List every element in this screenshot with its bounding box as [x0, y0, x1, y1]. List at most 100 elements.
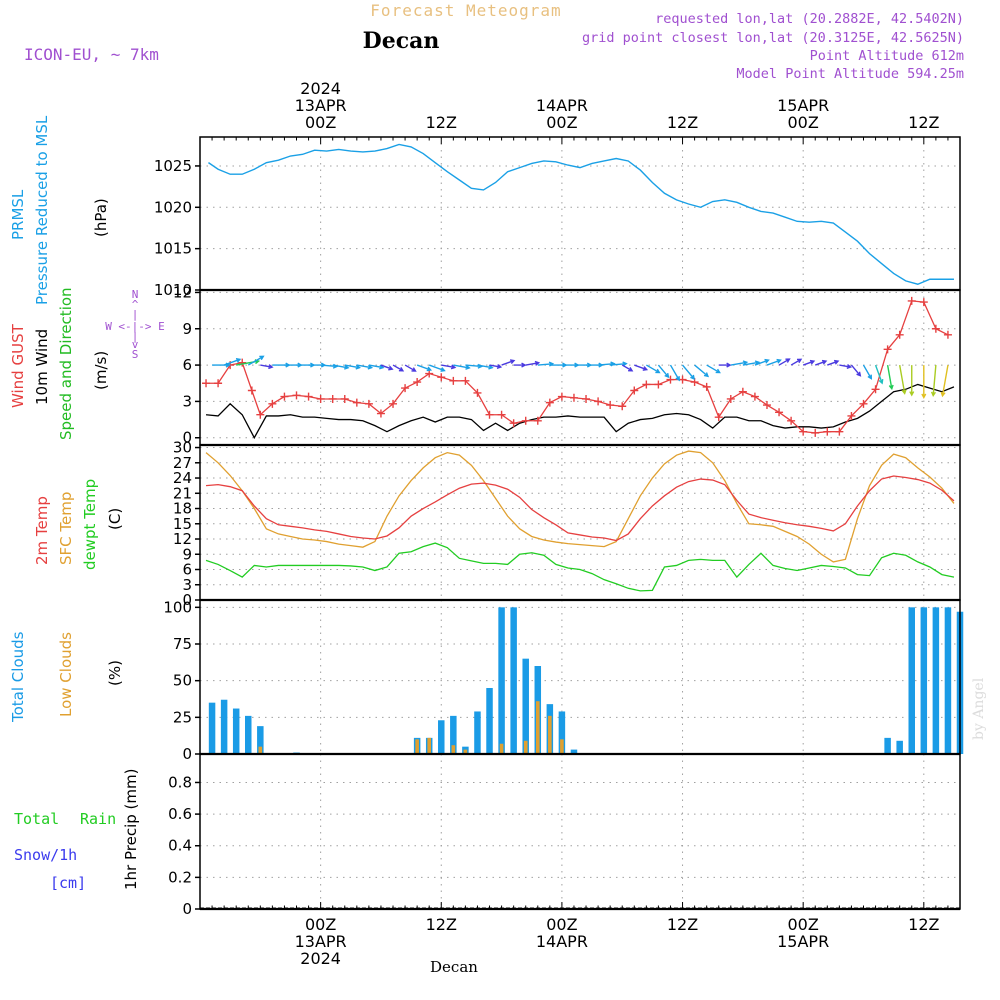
wind-direction-arrow — [392, 364, 405, 372]
low-cloud-bar — [258, 746, 263, 754]
top-time-label: 14APR — [536, 96, 588, 115]
footer-location: Decan — [430, 958, 478, 976]
total-cloud-bar — [558, 711, 566, 754]
total-cloud-bar — [486, 688, 493, 754]
top-time-label: 00Z — [546, 113, 577, 132]
wind-panel: 0 3 6 9 12 — [173, 283, 961, 447]
wind-label-gust: Wind GUST — [9, 323, 27, 408]
compass-up-arrow: ^ — [132, 298, 139, 311]
panel-frame — [199, 136, 961, 291]
y-tick-label: 100 — [163, 598, 192, 616]
wind-direction-arrow — [921, 365, 927, 399]
total-cloud-bar — [510, 607, 517, 754]
precip-panel: 0 0.2 0.4 0.6 0.8 — [168, 288, 961, 918]
y-tick-label: 12 — [173, 530, 192, 548]
total-cloud-bar — [438, 720, 445, 754]
total-cloud-bar — [932, 607, 940, 754]
wind-direction-arrow — [428, 364, 446, 372]
gust-marker — [654, 380, 663, 389]
wind-direction-arrow — [501, 359, 516, 366]
gust-marker — [449, 376, 458, 385]
gust-marker — [630, 386, 639, 395]
bottom-time-label: 12Z — [426, 915, 457, 934]
y-tick-label: 9 — [182, 320, 192, 338]
gust-marker — [413, 378, 422, 387]
gust-marker — [895, 330, 904, 339]
wind-direction-arrow — [862, 364, 873, 380]
wind-direction-arrow — [525, 360, 541, 366]
low-cloud-bar — [523, 740, 528, 754]
panel-frame — [199, 599, 961, 755]
top-time-label: 13APR — [295, 96, 347, 115]
wind-direction-arrow — [694, 364, 710, 378]
wind-label-dir: Speed and Direction — [57, 287, 75, 440]
wind-direction-arrow — [778, 358, 791, 366]
y-tick-label: 0.2 — [168, 868, 192, 886]
model-altitude: Model Point Altitude 594.25m — [736, 66, 964, 82]
low-cloud-bar — [427, 737, 432, 754]
y-tick-label: 30 — [173, 439, 192, 457]
panel-frame — [199, 753, 961, 910]
low-cloud-bar — [451, 745, 456, 754]
cloud-side-labels: Total Clouds Low Clouds (%) — [9, 631, 124, 723]
wind-direction-arrow — [441, 364, 457, 370]
total-cloud-bar — [920, 607, 928, 754]
wind-speed-line — [205, 383, 955, 440]
total-cloud-bar — [220, 699, 228, 754]
wind-direction-arrow — [930, 365, 937, 398]
wind-direction-arrow — [610, 361, 628, 367]
cloud-label-low: Low Clouds — [57, 632, 75, 717]
wind-direction-arrow — [260, 364, 274, 370]
low-cloud-bar — [463, 749, 468, 754]
gust-marker — [268, 399, 277, 408]
temp-2m-line — [205, 475, 955, 542]
gust-marker — [304, 392, 313, 401]
wind-direction-arrow — [754, 358, 770, 366]
wind-direction-arrow — [730, 360, 749, 366]
total-cloud-bar — [896, 740, 903, 754]
gust-marker — [811, 428, 820, 437]
gust-marker — [202, 379, 211, 388]
bottom-time-label: 00Z — [546, 915, 577, 934]
gust-marker — [931, 324, 940, 333]
gust-marker — [214, 379, 223, 388]
wind-direction-arrow — [814, 359, 828, 366]
wind-direction-arrow — [247, 355, 265, 366]
gust-marker — [799, 427, 808, 436]
clouds-panel: 0 25 50 75 100 — [163, 598, 964, 763]
gust-marker — [545, 398, 554, 407]
gust-marker — [521, 416, 530, 425]
wind-direction-arrow — [404, 364, 417, 372]
gust-marker — [883, 345, 892, 354]
low-cloud-bar — [499, 743, 504, 754]
gust-marker — [919, 298, 928, 307]
temp-label-dew: dewpt Temp — [81, 479, 99, 570]
gust-marker — [750, 392, 759, 401]
y-tick-label: 0 — [182, 429, 192, 447]
y-tick-label: 0.4 — [168, 837, 192, 855]
gust-marker — [247, 386, 256, 395]
wind-direction-arrow — [898, 364, 907, 395]
precip-label-total: Total — [14, 810, 59, 828]
y-tick-label: 0 — [182, 591, 192, 609]
dewpoint-line — [205, 542, 955, 592]
y-tick-label: 3 — [182, 576, 192, 594]
gust-marker — [557, 392, 566, 401]
total-cloud-bar — [450, 715, 457, 754]
wind-direction-arrow — [368, 364, 385, 370]
gust-marker — [606, 401, 615, 410]
y-tick-label: 12 — [173, 283, 192, 301]
wind-direction-arrow — [790, 358, 803, 366]
gust-marker — [437, 373, 446, 382]
gust-marker — [738, 387, 747, 396]
gust-marker — [238, 358, 247, 367]
wind-compass: N ^ | W <-|-> E | v S — [105, 288, 165, 361]
y-tick-label: 25 — [173, 708, 192, 726]
y-tick-label: 27 — [173, 454, 192, 472]
gust-marker — [582, 394, 591, 403]
top-time-label: 12Z — [667, 113, 698, 132]
gust-marker — [389, 399, 398, 408]
total-cloud-bar — [884, 737, 891, 754]
gust-marker — [461, 376, 470, 385]
gust-marker — [835, 427, 844, 436]
